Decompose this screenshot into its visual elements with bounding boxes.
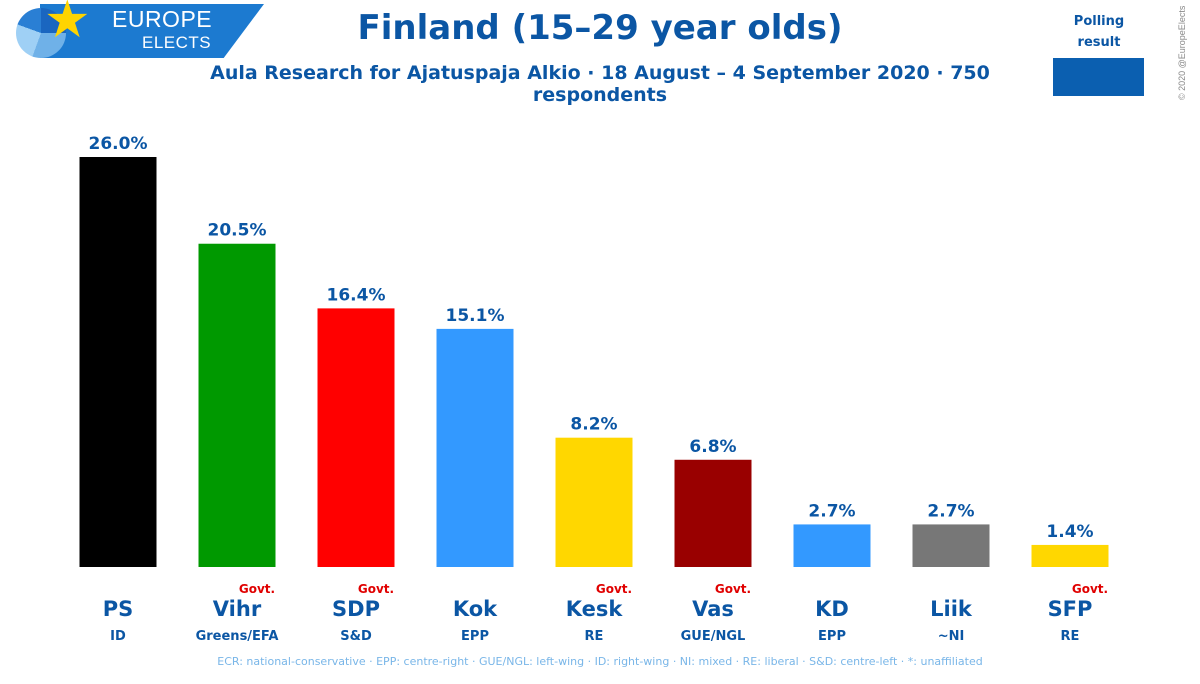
- party-label-kesk: Kesk: [566, 597, 624, 621]
- bar-liik: [912, 524, 990, 567]
- party-label-kok: Kok: [453, 597, 498, 621]
- bar-kd: [793, 524, 871, 567]
- govt-label-sfp: Govt.: [1072, 582, 1108, 596]
- party-label-ps: PS: [103, 597, 134, 621]
- bar-ps: [79, 157, 157, 567]
- group-label-vihr: Greens/EFA: [196, 629, 279, 644]
- bar-sdp: [317, 308, 395, 567]
- group-label-kesk: RE: [585, 629, 604, 644]
- group-label-liik: ~NI: [938, 629, 965, 644]
- govt-label-sdp: Govt.: [358, 582, 394, 596]
- govt-label-kesk: Govt.: [596, 582, 632, 596]
- europe-elects-logo: ★ EUROPE ELECTS: [0, 0, 270, 60]
- group-label-sdp: S&D: [340, 629, 372, 644]
- party-label-liik: Liik: [930, 597, 973, 621]
- group-label-kd: EPP: [818, 629, 846, 644]
- value-label-ps: 26.0%: [89, 134, 148, 154]
- govt-label-vihr: Govt.: [239, 582, 275, 596]
- legend-label-line2: result: [1077, 35, 1121, 50]
- value-label-vas: 6.8%: [689, 437, 736, 457]
- logo-star-icon: ★: [44, 0, 91, 50]
- legend-label: Polling result: [1055, 11, 1143, 53]
- govt-label-vas: Govt.: [715, 582, 751, 596]
- party-label-sfp: SFP: [1048, 597, 1093, 621]
- bar-sfp: [1031, 544, 1109, 567]
- group-label-sfp: RE: [1061, 629, 1080, 644]
- logo-text-europe: EUROPE: [112, 6, 213, 32]
- bar-vas: [674, 459, 752, 567]
- value-label-liik: 2.7%: [927, 501, 974, 521]
- group-label-ps: ID: [110, 629, 126, 644]
- chart-subtitle: Aula Research for Ajatuspaja Alkio · 18 …: [210, 62, 990, 106]
- value-label-kok: 15.1%: [446, 306, 505, 326]
- party-label-vas: Vas: [692, 597, 734, 621]
- value-label-vihr: 20.5%: [208, 221, 267, 241]
- group-label-vas: GUE/NGL: [681, 629, 746, 644]
- bar-kok: [436, 328, 514, 567]
- legend-label-line1: Polling: [1073, 14, 1125, 29]
- group-footnote: ECR: national-conservative · EPP: centre…: [217, 655, 983, 668]
- chart-title: Finland (15–29 year olds): [357, 8, 843, 48]
- group-label-kok: EPP: [461, 629, 489, 644]
- value-label-kd: 2.7%: [808, 501, 855, 521]
- logo-text-elects: ELECTS: [142, 33, 212, 52]
- value-label-kesk: 8.2%: [570, 415, 617, 435]
- value-label-sfp: 1.4%: [1046, 522, 1093, 542]
- logo-pie-icon: [16, 8, 66, 58]
- legend-swatch: [1053, 58, 1144, 96]
- value-label-sdp: 16.4%: [327, 285, 386, 305]
- bar-kesk: [555, 437, 633, 567]
- party-label-kd: KD: [815, 597, 849, 621]
- logo-band: [40, 4, 264, 58]
- party-label-sdp: SDP: [332, 597, 380, 621]
- bar-vihr: [198, 243, 276, 567]
- party-label-vihr: Vihr: [213, 597, 262, 621]
